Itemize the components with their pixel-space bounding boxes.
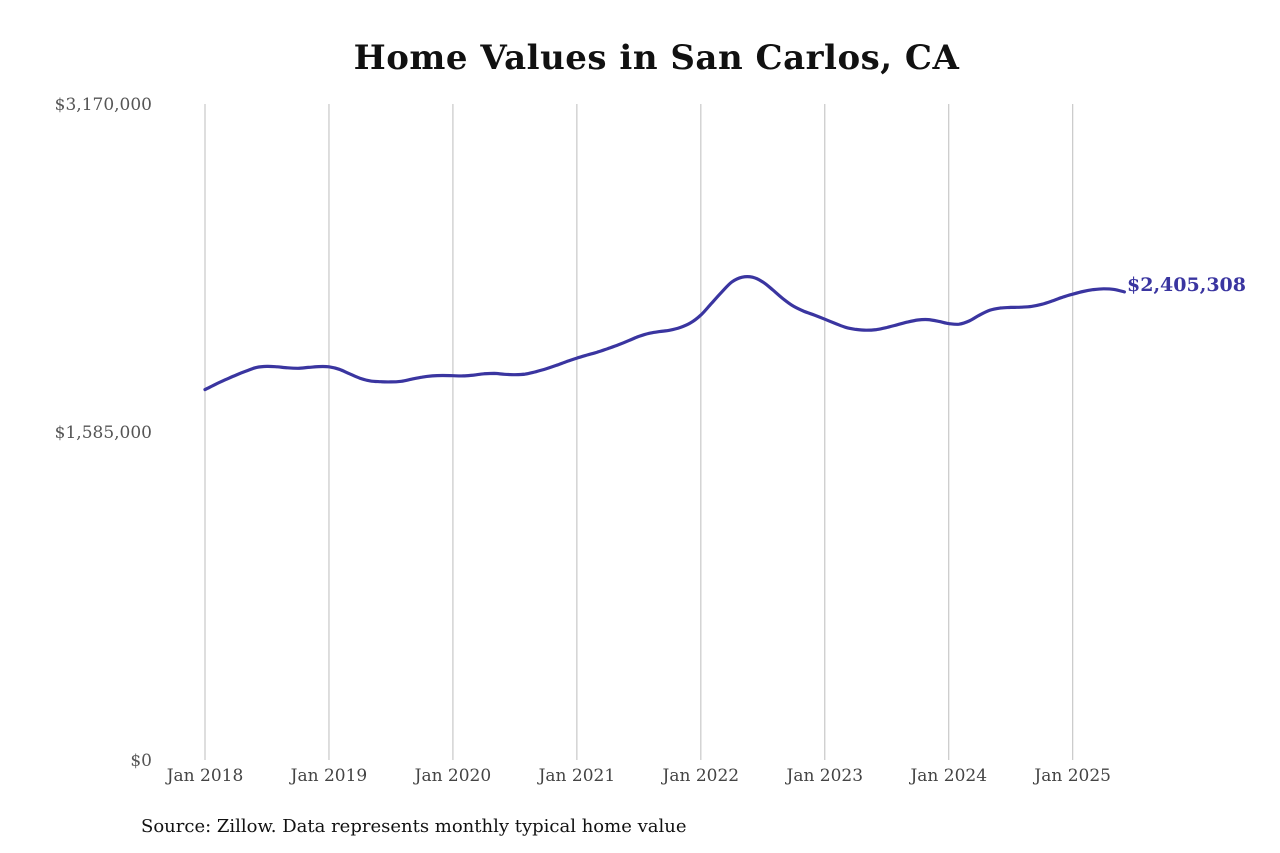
y-axis-labels: $0 $1,585,000 $3,170,000	[55, 95, 152, 771]
series-layer	[203, 275, 1126, 392]
y-tick-label: $1,585,000	[55, 423, 152, 443]
y-tick-label: $3,170,000	[55, 95, 152, 115]
x-tick-label: Jan 2023	[785, 766, 864, 786]
x-tick-label: Jan 2022	[661, 766, 740, 786]
x-tick-label: Jan 2021	[537, 766, 616, 786]
x-tick-label: Jan 2020	[413, 766, 492, 786]
y-tick-label: $0	[130, 751, 152, 771]
series-line	[203, 275, 1126, 392]
x-tick-label: Jan 2019	[289, 766, 368, 786]
end-label-layer: $2,405,308	[1127, 274, 1246, 296]
x-tick-label: Jan 2025	[1032, 766, 1111, 786]
x-tick-label: Jan 2024	[908, 766, 987, 786]
x-tick-label: Jan 2018	[165, 766, 244, 786]
chart-title: Home Values in San Carlos, CA	[353, 38, 960, 78]
x-axis-labels: Jan 2018 Jan 2019 Jan 2020 Jan 2021 Jan 2022…	[165, 766, 1111, 786]
source-note: Source: Zillow. Data represents monthly …	[141, 816, 687, 837]
gridlines	[204, 104, 1074, 760]
end-value-label: $2,405,308	[1127, 274, 1246, 296]
